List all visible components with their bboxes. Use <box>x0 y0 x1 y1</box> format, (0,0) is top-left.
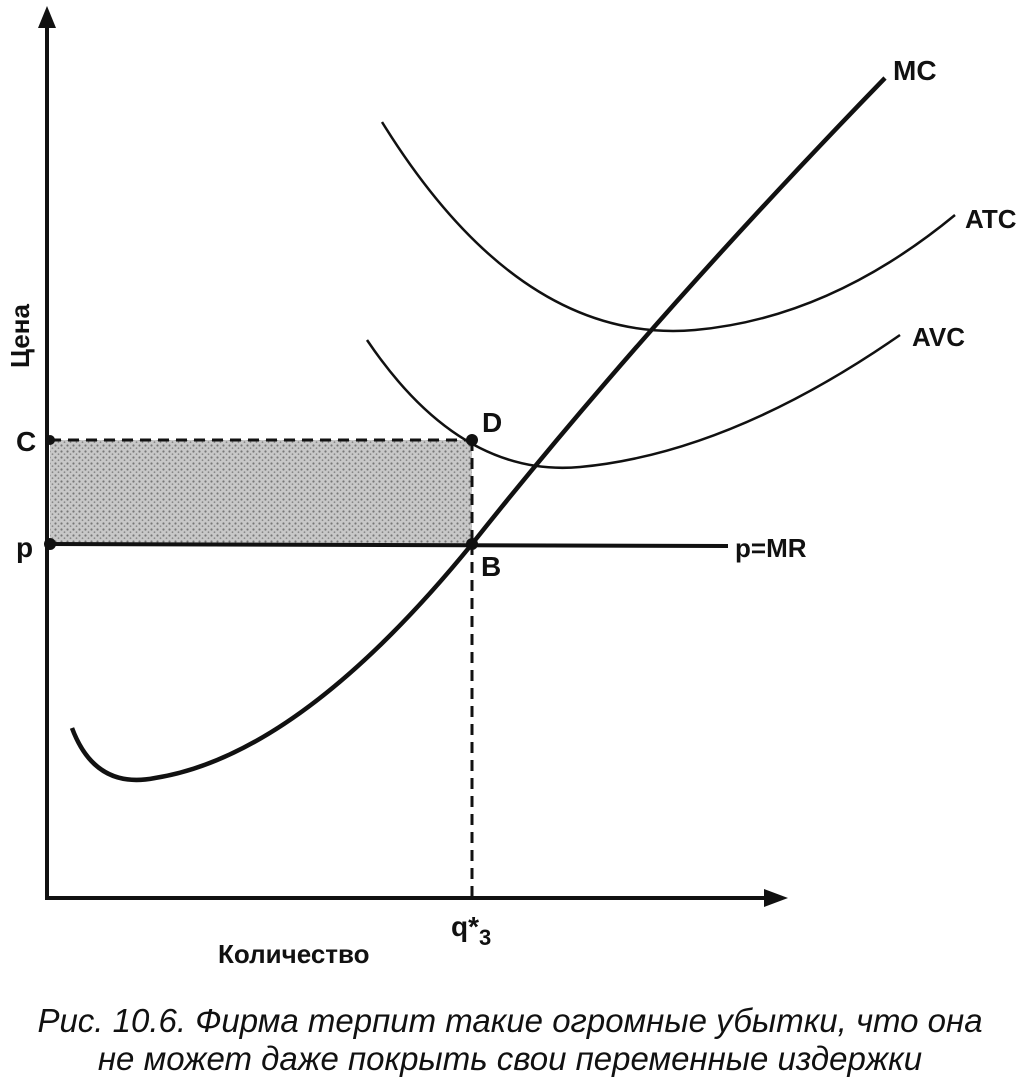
y-axis-label: Цена <box>5 304 35 368</box>
label-q-star-base: q* <box>451 911 479 942</box>
series-atc-line <box>380 121 956 333</box>
series-mc-line <box>69 76 887 783</box>
caption-line-2: не может даже покрыть свои переменные из… <box>97 1040 923 1077</box>
y-axis-arrow <box>38 6 56 28</box>
label-d: D <box>482 407 502 438</box>
label-q-star-sub: 3 <box>479 925 491 950</box>
label-q-star: q*3 <box>451 911 491 950</box>
loss-area <box>50 440 472 544</box>
point-d <box>466 434 478 446</box>
x-axis-arrow <box>764 889 788 907</box>
caption-line-1: Рис. 10.6. Фирма терпит такие огромные у… <box>37 1002 983 1039</box>
point-c <box>45 435 55 445</box>
point-p <box>44 538 56 550</box>
series-label-p-mr: p=MR <box>735 533 807 563</box>
point-b <box>466 538 478 550</box>
label-b: B <box>481 551 501 582</box>
chart: MC ATC AVC p=MR C p D B q*3 Количество Ц… <box>5 6 1017 969</box>
series-label-mc: MC <box>893 55 937 86</box>
x-axis-label: Количество <box>218 939 370 969</box>
series-label-avc: AVC <box>912 322 965 352</box>
label-c: C <box>16 426 36 457</box>
figure-caption: Рис. 10.6. Фирма терпит такие огромные у… <box>0 1002 1020 1078</box>
label-p: p <box>16 532 33 563</box>
series-avc-line <box>365 333 901 470</box>
series-label-atc: ATC <box>965 204 1017 234</box>
series-p-mr-line <box>46 542 729 548</box>
